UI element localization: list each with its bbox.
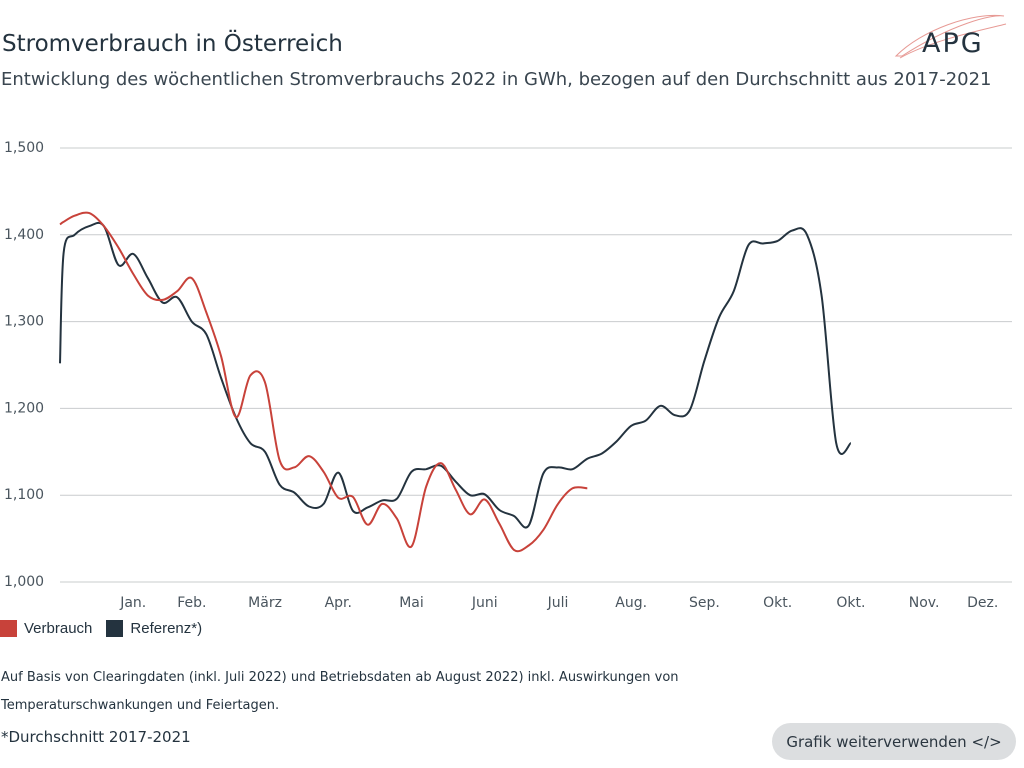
- x-tick-label: März: [248, 595, 282, 611]
- x-tick-label: Okt.: [763, 595, 792, 611]
- grid-lines: [60, 147, 1012, 583]
- footnote: *Durchschnitt 2017-2021: [1, 728, 191, 746]
- x-tick-label: Okt.: [836, 595, 865, 611]
- legend-label-referenz: Referenz*): [130, 620, 203, 637]
- y-tick-label: 1,500: [4, 140, 44, 156]
- legend-swatch-verbrauch: [0, 620, 17, 637]
- logo-swoosh-outer: [894, 14, 1005, 57]
- series-line-referenz: [59, 221, 852, 529]
- y-axis-ticks: 1,000 1,100 1,200 1,300 1,400 1,500: [4, 140, 44, 590]
- x-tick-label: Juli: [547, 595, 569, 611]
- x-tick-label: Aug.: [615, 595, 647, 611]
- logo-text: APG: [922, 28, 984, 59]
- x-tick-label: Nov.: [909, 595, 940, 611]
- logo-swoosh-inner: [899, 23, 1007, 59]
- x-tick-label: Dez.: [967, 595, 998, 611]
- legend-swatch-referenz: [106, 620, 124, 637]
- chart-subtitle: Entwicklung des wöchentlichen Stromverbr…: [1, 69, 992, 90]
- apg-logo: APG: [894, 14, 1007, 59]
- x-axis-ticks: Jan. Feb. März Apr. Mai Juni Juli Aug. Sep. Okt. O…: [119, 595, 998, 611]
- legend-item-referenz[interactable]: Referenz*): [106, 620, 202, 637]
- legend: Verbrauch Referenz*): [0, 620, 216, 637]
- y-tick-label: 1,100: [4, 487, 44, 503]
- source-note: Auf Basis von Clearingdaten (inkl. Juli …: [1, 670, 679, 713]
- series-lines: [59, 211, 852, 553]
- y-tick-label: 1,400: [4, 227, 44, 243]
- line-chart: 1,000 1,100 1,200 1,300 1,400 1,500 Jan. Feb. M…: [4, 140, 1012, 611]
- x-tick-label: Jan.: [119, 595, 146, 611]
- x-tick-label: Apr.: [325, 595, 352, 611]
- x-tick-label: Feb.: [177, 595, 206, 611]
- x-tick-label: Sep.: [689, 595, 720, 611]
- x-tick-label: Mai: [399, 595, 424, 611]
- y-tick-label: 1,300: [4, 314, 44, 330]
- legend-item-verbrauch[interactable]: Verbrauch: [0, 620, 92, 637]
- y-tick-label: 1,200: [4, 400, 44, 416]
- legend-label-verbrauch: Verbrauch: [24, 620, 93, 637]
- series-line-verbrauch: [59, 211, 588, 553]
- chart-title: Stromverbrauch in Österreich: [2, 31, 343, 58]
- reuse-graphic-button[interactable]: Grafik weiterverwenden </>: [772, 723, 1016, 760]
- y-tick-label: 1,000: [4, 574, 44, 590]
- x-tick-label: Juni: [471, 595, 498, 611]
